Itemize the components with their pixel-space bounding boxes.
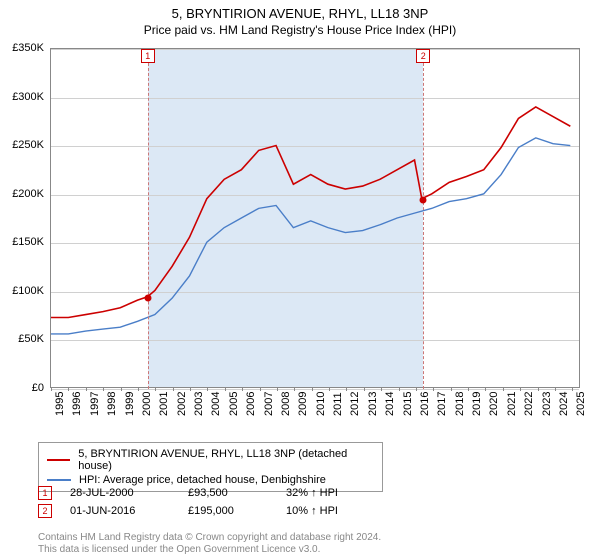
x-tick-label: 1995 (54, 392, 66, 416)
chart-plot-area: 12 (50, 48, 580, 388)
series-property (51, 107, 570, 318)
x-tick-label: 2001 (158, 392, 170, 416)
x-tick-label: 2017 (436, 392, 448, 416)
marker-box-2: 2 (416, 49, 430, 63)
y-tick-label: £350K (12, 42, 44, 54)
x-tick-label: 2015 (402, 392, 414, 416)
footer-line-1: Contains HM Land Registry data © Crown c… (38, 532, 381, 544)
x-tick-label: 2023 (541, 392, 553, 416)
chart-lines (51, 49, 579, 387)
x-tick-label: 2025 (575, 392, 587, 416)
events-table: 128-JUL-2000£93,50032% ↑ HPI201-JUN-2016… (38, 484, 578, 520)
y-tick-label: £200K (12, 188, 44, 200)
x-tick-label: 2007 (263, 392, 275, 416)
legend-item: 5, BRYNTIRION AVENUE, RHYL, LL18 3NP (de… (47, 447, 374, 473)
x-tick-label: 2002 (176, 392, 188, 416)
x-tick-label: 2016 (419, 392, 431, 416)
x-tick-label: 1998 (106, 392, 118, 416)
marker-box-1: 1 (141, 49, 155, 63)
footer-line-2: This data is licensed under the Open Gov… (38, 544, 381, 556)
y-tick-label: £250K (12, 139, 44, 151)
y-axis: £0£50K£100K£150K£200K£250K£300K£350K (0, 48, 48, 388)
y-tick-label: £300K (12, 91, 44, 103)
x-tick-label: 2013 (367, 392, 379, 416)
x-tick-label: 2020 (488, 392, 500, 416)
x-tick-label: 2004 (210, 392, 222, 416)
x-tick-label: 2018 (454, 392, 466, 416)
x-tick-label: 2019 (471, 392, 483, 416)
x-tick-label: 2006 (245, 392, 257, 416)
x-tick-label: 2008 (280, 392, 292, 416)
x-tick-label: 2003 (193, 392, 205, 416)
marker-dot-2 (420, 196, 427, 203)
footer-attribution: Contains HM Land Registry data © Crown c… (38, 532, 381, 556)
x-tick-label: 2005 (228, 392, 240, 416)
x-tick-label: 1996 (71, 392, 83, 416)
x-tick-label: 2009 (297, 392, 309, 416)
x-tick-label: 2011 (332, 392, 344, 416)
event-row: 128-JUL-2000£93,50032% ↑ HPI (38, 484, 578, 502)
x-tick-label: 2010 (315, 392, 327, 416)
marker-dot-1 (144, 295, 151, 302)
x-tick-label: 2021 (506, 392, 518, 416)
x-tick-label: 2024 (558, 392, 570, 416)
x-tick-label: 2012 (349, 392, 361, 416)
y-tick-label: £50K (18, 333, 44, 345)
x-axis: 1995 1996 1997 1998 1999 2000 2001 2002 2003 2004… (50, 390, 580, 440)
x-tick-label: 1997 (89, 392, 101, 416)
x-tick-label: 2014 (384, 392, 396, 416)
y-tick-label: £150K (12, 236, 44, 248)
y-tick-label: £0 (32, 382, 44, 394)
event-row: 201-JUN-2016£195,00010% ↑ HPI (38, 502, 578, 520)
x-tick-label: 2000 (141, 392, 153, 416)
x-tick-label: 1999 (124, 392, 136, 416)
chart-title: 5, BRYNTIRION AVENUE, RHYL, LL18 3NP (0, 0, 600, 21)
x-tick-label: 2022 (523, 392, 535, 416)
chart-subtitle: Price paid vs. HM Land Registry's House … (0, 21, 600, 41)
y-tick-label: £100K (12, 285, 44, 297)
